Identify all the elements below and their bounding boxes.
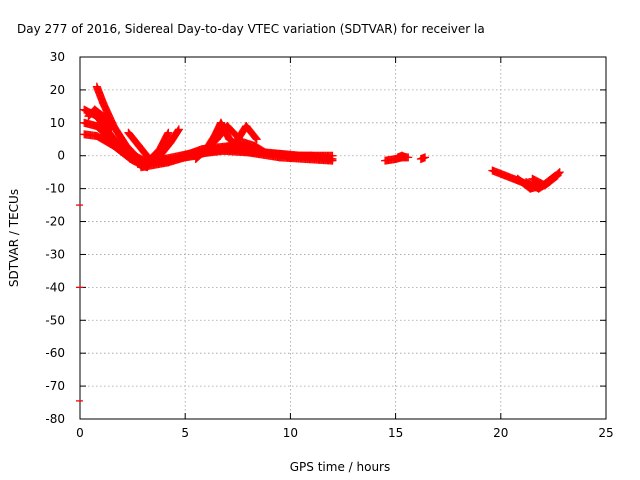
data-point bbox=[252, 135, 261, 144]
y-tick-label: 30 bbox=[50, 50, 65, 64]
plot-border bbox=[79, 56, 607, 420]
y-tick-label: -30 bbox=[45, 247, 65, 261]
y-tick-label: -40 bbox=[45, 280, 65, 294]
chart-title: Day 277 of 2016, Sidereal Day-to-day VTE… bbox=[17, 22, 485, 36]
y-tick-label: -20 bbox=[45, 215, 65, 229]
y-tick-label: 20 bbox=[50, 83, 65, 97]
data-point bbox=[164, 128, 173, 137]
x-tick-label: 25 bbox=[598, 426, 613, 440]
data-point bbox=[328, 155, 337, 164]
grid-lines bbox=[80, 57, 606, 419]
data-point bbox=[251, 134, 260, 143]
x-tick-label: 10 bbox=[283, 426, 298, 440]
y-tick-label: -50 bbox=[45, 313, 65, 327]
y-tick-label: -10 bbox=[45, 182, 65, 196]
y-tick-label: -70 bbox=[45, 379, 65, 393]
data-point bbox=[402, 153, 411, 162]
y-tick-label: -60 bbox=[45, 346, 65, 360]
data-point bbox=[552, 172, 561, 181]
data-point bbox=[553, 171, 562, 180]
data-markers bbox=[76, 82, 564, 402]
data-point bbox=[551, 172, 560, 181]
y-axis-label: SDTVAR / TECUs bbox=[7, 189, 21, 287]
data-point bbox=[174, 125, 183, 134]
y-tick-label: -80 bbox=[45, 412, 65, 426]
y-tick-label: 10 bbox=[50, 116, 65, 130]
x-tick-label: 20 bbox=[493, 426, 508, 440]
x-axis-label: GPS time / hours bbox=[290, 460, 391, 474]
data-point bbox=[107, 125, 116, 134]
x-tick-label: 5 bbox=[181, 426, 189, 440]
y-tick-label: 0 bbox=[57, 149, 65, 163]
data-point bbox=[261, 148, 270, 157]
x-tick-label: 15 bbox=[388, 426, 403, 440]
data-point bbox=[248, 148, 257, 157]
data-point bbox=[260, 147, 269, 156]
axis-ticks: 0 5 10 15 20 25 30 20 10 0 -10 -20 -30 -40 -50 -60 -70 -8… bbox=[45, 50, 613, 440]
data-point bbox=[421, 153, 430, 162]
x-tick-label: 0 bbox=[76, 426, 84, 440]
